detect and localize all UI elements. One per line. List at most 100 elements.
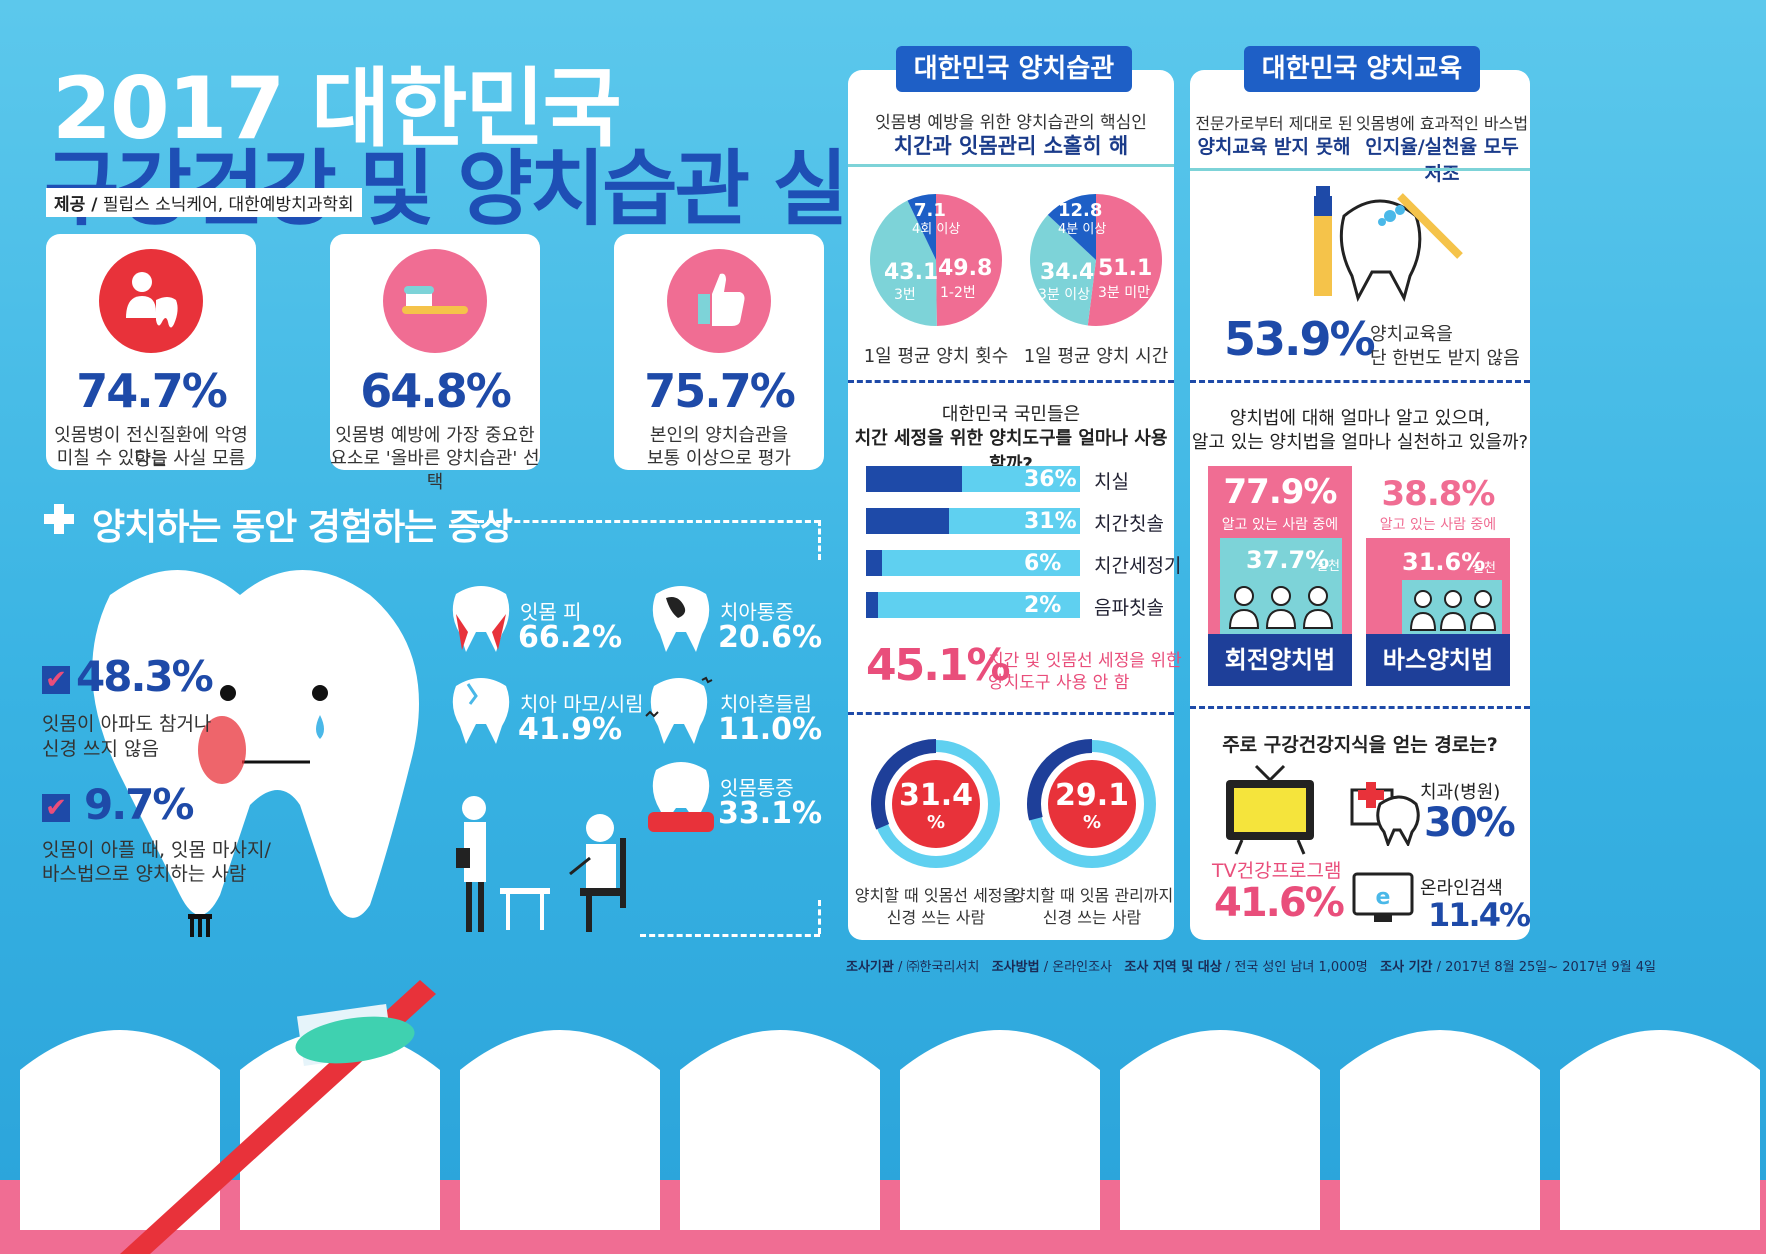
symptom-stat-desc-1b: 신경 쓰지 않음 xyxy=(42,738,159,760)
no-tool-value: 45.1% xyxy=(866,640,1011,691)
symptom-value-3: 41.9% xyxy=(518,712,623,747)
pie1-slice-3 xyxy=(907,194,936,260)
decayed-tooth-icon xyxy=(652,586,710,652)
edu-sub-divider xyxy=(1190,168,1530,171)
donut1-center xyxy=(892,760,980,848)
dental-clinic-illustration xyxy=(456,796,626,932)
pie2-val-2: 34.4 xyxy=(1040,260,1095,285)
symptom-label-5: 잇몸통증 xyxy=(720,776,794,800)
pie-chart-2 xyxy=(1030,194,1162,326)
stat-desc-1a: 잇몸병이 전신질환에 악영향을 xyxy=(54,425,248,471)
tool-bar-label: 음파칫솔 xyxy=(1094,597,1164,619)
tools-question-1: 대한민국 국민들은 xyxy=(941,404,1081,425)
survey-target-label: 조사 지역 및 대상 xyxy=(1124,960,1222,975)
bleeding-gum-tooth-icon xyxy=(452,586,510,652)
donut1-unit: % xyxy=(926,812,946,833)
tool-bar-value: 36% xyxy=(1024,467,1077,492)
donut2-center xyxy=(1048,760,1136,848)
symptom-stat-value-2: 9.7% xyxy=(84,780,194,829)
pie1-val-1: 49.8 xyxy=(938,256,993,281)
method2-known-value: 38.8% xyxy=(1381,474,1496,514)
pie1-val-3: 7.1 xyxy=(914,200,946,221)
pie2-name-3: 4분 이상 xyxy=(1058,222,1107,237)
pie1-val-2: 43.1 xyxy=(884,260,939,285)
symptom-label-2: 치아통증 xyxy=(720,600,794,624)
survey-period-label: 조사 기간 xyxy=(1380,960,1433,975)
symptom-value-4: 11.0% xyxy=(718,712,823,747)
tv-icon xyxy=(1226,764,1314,855)
method-question-1: 양치법에 대해 얼마나 알고 있으며, xyxy=(1229,408,1491,429)
tool-bar-fill xyxy=(866,550,883,576)
survey-info: 조사기관 / ㈜한국리서치 조사방법 / 온라인조사 조사 지역 및 대상 / … xyxy=(846,956,1656,975)
sore-gum-tooth-icon xyxy=(648,762,714,832)
stat-desc-2b: 요소로 '올바른 양치습관' 선택 xyxy=(330,448,540,494)
tooth-toothpaste-icon xyxy=(1314,186,1463,303)
edu-col1-line1: 전문가로부터 제대로 된 xyxy=(1195,114,1353,133)
method2-practice-label: 실천 xyxy=(1472,561,1496,576)
symptom-stat-desc-2a: 잇몸이 아플 때, 잇몸 마사지/ xyxy=(42,839,271,861)
source2-value: 30% xyxy=(1424,800,1516,846)
pie2-val-1: 51.1 xyxy=(1098,256,1153,281)
stat-value-1: 74.7% xyxy=(76,364,228,418)
donut1-desc-1: 양치할 때 잇몸선 세정을 xyxy=(854,886,1018,905)
thumbs-up-icon xyxy=(667,249,771,353)
tooth-character xyxy=(92,570,419,918)
plus-icon xyxy=(44,504,74,534)
method1-practice-value: 37.7% xyxy=(1246,546,1330,574)
loose-tooth-icon xyxy=(645,676,713,744)
edu-col2-line2: 인지율/실천율 모두 저조 xyxy=(1365,136,1519,185)
stat-desc-3a: 본인의 양치습관을 xyxy=(649,425,789,446)
edu-col2-line1: 잇몸병에 효과적인 바스법 xyxy=(1355,114,1529,133)
checkbox-icon-1: ✔ xyxy=(42,666,70,694)
pie1-name-3: 4회 이상 xyxy=(912,222,961,237)
title-line1: 2017 대한민국 xyxy=(52,59,622,159)
no-tool-desc-1: 치간 및 잇몸선 세정을 위한 xyxy=(988,651,1182,671)
people-icon-2 xyxy=(1409,590,1497,631)
edu-col1-line2: 양치교육 받지 못해 xyxy=(1197,136,1351,158)
tool-bar-label: 치실 xyxy=(1094,471,1129,493)
toothbrush-icon xyxy=(383,249,487,353)
no-edu-value: 53.9% xyxy=(1224,312,1376,366)
habits-ribbon: 대한민국 양치습관 xyxy=(896,46,1132,92)
no-edu-desc-1: 양치교육을 xyxy=(1370,324,1453,345)
stat-desc-1b: 미칠 수 있다는 사실 모름 xyxy=(56,448,246,469)
symptom-label-1: 잇몸 피 xyxy=(520,600,582,624)
pie1-slice-2 xyxy=(870,200,937,326)
provider: 제공 / 필립스 소닉케어, 대한예방치과학회 xyxy=(46,188,362,217)
habits-sub-divider xyxy=(848,164,1174,167)
pie1-name-2: 3번 xyxy=(894,287,916,303)
symptom-label-3: 치아 마모/시림 xyxy=(520,692,644,716)
source1-name: TV건강프로그램 xyxy=(1212,860,1342,882)
symptoms-dashline-v2 xyxy=(818,900,821,934)
people-icon xyxy=(1228,586,1334,629)
donut2-unit: % xyxy=(1082,812,1102,833)
edu-divider-2 xyxy=(1190,706,1530,709)
stat-desc-2a: 잇몸병 예방에 가장 중요한 xyxy=(335,425,535,446)
pie2-name-1: 3분 미만 xyxy=(1098,285,1150,301)
tool-bar-track xyxy=(866,592,1080,618)
method1-known-label: 알고 있는 사람 중에 xyxy=(1221,517,1339,533)
donut2-value: 29.1 xyxy=(1054,778,1130,813)
donut1-desc-2: 신경 쓰는 사람 xyxy=(886,908,986,927)
method1-known-value: 77.9% xyxy=(1223,472,1338,512)
source3-value: 11.4% xyxy=(1428,896,1531,934)
donut2-arc xyxy=(1027,739,1093,821)
pie1-name-1: 1-2번 xyxy=(940,285,976,301)
method-question-2: 알고 있는 양치법을 얼마나 실천하고 있을까? xyxy=(1191,432,1529,453)
tool-bar-label: 치간칫솔 xyxy=(1094,513,1164,535)
stat-value-3: 75.7% xyxy=(644,364,796,418)
tool-bar-value: 6% xyxy=(1024,551,1062,576)
survey-org-label: 조사기관 xyxy=(846,960,894,975)
source-question: 주로 구강건강지식을 얻는 경로는? xyxy=(1222,734,1498,756)
monitor-icon: e xyxy=(1352,872,1414,922)
symptom-stat-desc-1a: 잇몸이 아파도 참거나 xyxy=(42,713,212,735)
donut2-desc-1: 양치할 때 잇몸 관리까지 xyxy=(1010,886,1174,905)
pie2-slice-3 xyxy=(1047,194,1096,260)
tool-bar-track xyxy=(866,550,1080,576)
toothbrush-illustration xyxy=(120,980,436,1254)
habits-sub-1: 잇몸병 예방을 위한 양치습관의 핵심인 xyxy=(875,113,1147,133)
svg-text:e: e xyxy=(1376,885,1391,910)
symptom-label-4: 치아흔들림 xyxy=(720,692,812,716)
provider-label: 제공 / xyxy=(54,195,98,215)
stat-desc-3b: 보통 이상으로 평가 xyxy=(647,448,791,469)
